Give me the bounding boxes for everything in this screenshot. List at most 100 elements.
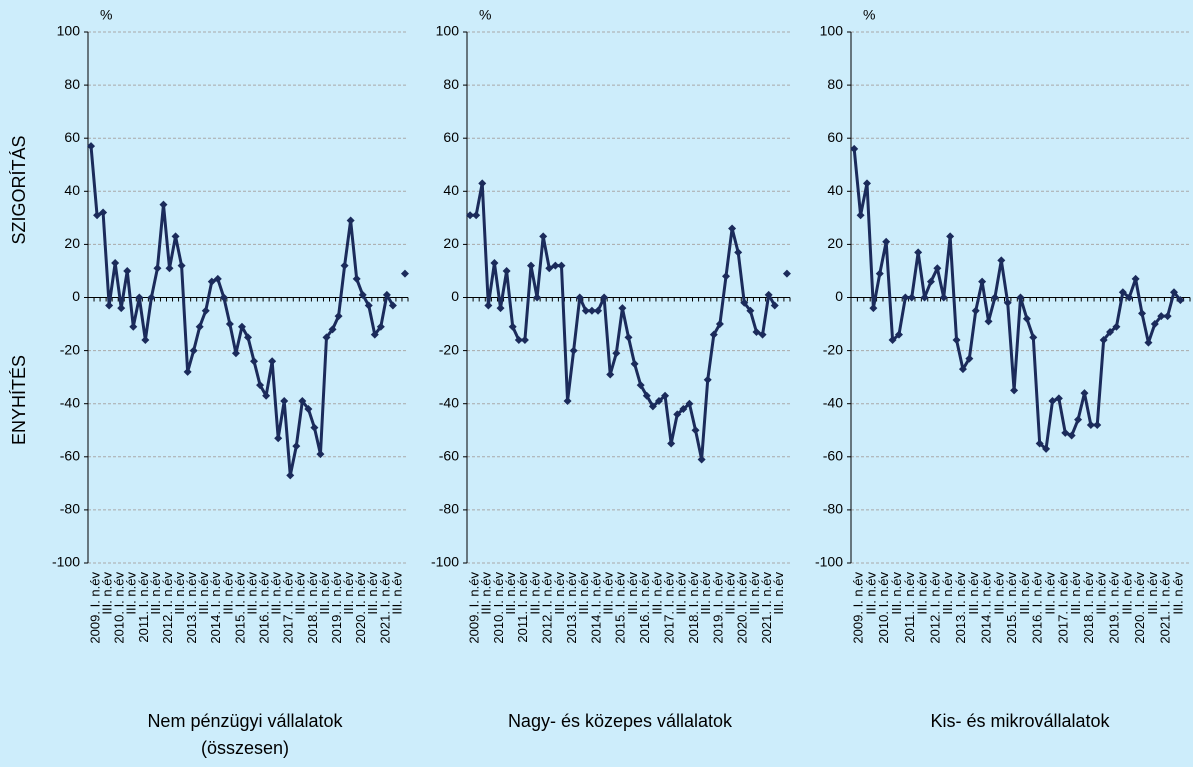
data-point: [1118, 288, 1127, 297]
data-point: [159, 200, 168, 209]
y-tick-label: 20: [827, 235, 843, 251]
data-point: [978, 277, 987, 286]
data-point: [971, 306, 980, 315]
x-tick-label: III. n.év: [674, 572, 689, 615]
x-tick-label: III. n.év: [503, 572, 518, 615]
x-tick-label: III. n.év: [1043, 572, 1058, 615]
data-point: [231, 349, 240, 358]
x-tick-label: III. n.év: [293, 572, 308, 615]
x-tick-label: III. n.év: [601, 572, 616, 615]
data-point: [594, 306, 603, 315]
data-point: [679, 405, 688, 414]
data-point: [1125, 293, 1134, 302]
data-point: [569, 346, 578, 355]
data-point: [901, 293, 910, 302]
data-point: [545, 264, 554, 273]
data-point: [514, 335, 523, 344]
x-tick-label: 2020. I. n.év: [353, 572, 368, 644]
unit-label: %: [100, 7, 112, 23]
x-tick-label: III. n.év: [625, 572, 640, 615]
data-point: [997, 256, 1006, 265]
data-point: [292, 442, 301, 451]
data-point: [758, 330, 767, 339]
x-tick-label: 2010. I. n.év: [876, 572, 891, 644]
data-point: [869, 304, 878, 313]
data-point: [920, 293, 929, 302]
data-point: [636, 381, 645, 390]
x-tick-label: 2018. I. n.év: [305, 572, 320, 644]
x-tick-label: III. n.év: [889, 572, 904, 615]
x-tick-label: 2011. I. n.év: [902, 572, 917, 643]
x-tick-label: 2017. I. n.év: [1055, 572, 1070, 644]
y-tick-label: 80: [443, 76, 459, 92]
data-point: [352, 274, 361, 283]
y-tick-label: 100: [820, 23, 844, 39]
data-point: [244, 333, 252, 342]
x-tick-label: 2009. I. n.év: [466, 572, 481, 644]
x-tick-label: 2021. I. n.év: [759, 572, 774, 644]
data-point: [328, 325, 337, 334]
y-tick-label: -20: [823, 341, 843, 357]
x-tick-label: 2018. I. n.év: [686, 572, 701, 644]
x-tick-label: III. n.év: [1068, 572, 1083, 615]
data-point: [907, 293, 916, 302]
data-point: [1061, 428, 1070, 437]
data-point: [946, 232, 955, 241]
x-tick-label: 2019. I. n.év: [1106, 572, 1121, 644]
data-point: [484, 301, 493, 310]
data-point: [1150, 320, 1159, 329]
data-point: [1099, 335, 1108, 344]
data-point: [933, 264, 942, 273]
data-point: [539, 232, 548, 241]
y-tick-label: 100: [436, 23, 460, 39]
data-point: [1093, 420, 1102, 429]
data-point: [201, 306, 210, 315]
data-point: [153, 264, 162, 273]
data-point: [93, 211, 102, 220]
y-tick-label: -100: [52, 554, 80, 570]
data-point: [691, 426, 700, 435]
x-tick-label: 2011. I. n.év: [136, 572, 151, 643]
x-tick-label: III. n.év: [552, 572, 567, 615]
data-point: [850, 144, 859, 153]
data-point: [1016, 293, 1025, 302]
data-point: [123, 266, 132, 275]
data-point: [310, 423, 319, 432]
data-point: [1042, 444, 1051, 453]
y-tick-label: -40: [60, 394, 80, 410]
data-point: [990, 293, 999, 302]
data-point: [673, 410, 682, 419]
data-point: [551, 261, 560, 270]
data-point: [1163, 312, 1172, 321]
x-tick-label: III. n.év: [771, 572, 786, 615]
data-point: [400, 269, 409, 278]
data-point: [472, 211, 481, 220]
x-tick-label: III. n.év: [1094, 572, 1109, 615]
y-tick-label: -60: [60, 448, 80, 464]
data-point: [740, 298, 749, 307]
data-point: [1022, 314, 1031, 323]
x-tick-label: 2020. I. n.év: [1132, 572, 1147, 644]
y-tick-label: -60: [439, 448, 459, 464]
data-point: [1010, 386, 1019, 395]
x-tick-label: 2015. I. n.év: [232, 572, 247, 644]
data-point: [764, 290, 773, 299]
unit-label: %: [479, 7, 491, 23]
x-tick-label: 2010. I. n.év: [112, 572, 127, 644]
data-point: [129, 322, 138, 331]
data-point: [1074, 415, 1083, 424]
data-point: [1144, 338, 1153, 347]
data-point: [939, 293, 948, 302]
data-point: [520, 335, 529, 344]
x-tick-label: 2014. I. n.év: [979, 572, 994, 644]
data-point: [661, 391, 670, 400]
data-point: [141, 335, 150, 344]
x-tick-label: III. n.év: [649, 572, 664, 615]
data-point: [600, 293, 609, 302]
data-point: [984, 317, 993, 326]
x-tick-label: 2018. I. n.év: [1081, 572, 1096, 644]
data-point: [875, 269, 884, 278]
y-tick-label: 0: [835, 288, 843, 304]
data-point: [298, 397, 307, 406]
y-tick-label: 0: [72, 288, 80, 304]
